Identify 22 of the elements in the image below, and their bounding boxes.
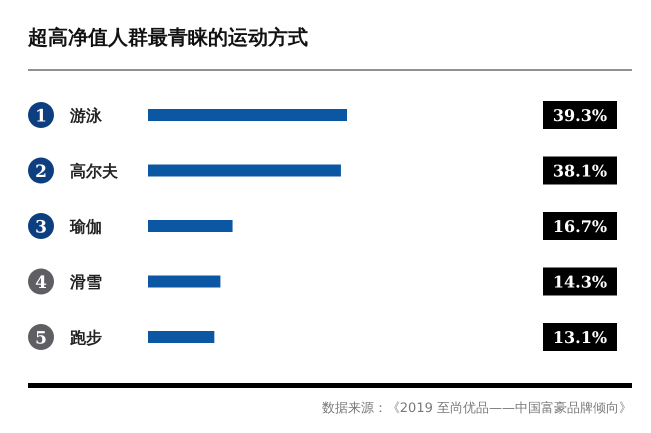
bar (148, 220, 233, 232)
source-note: 数据来源：《2019 至尚优品——中国富豪品牌倾向》 (322, 400, 632, 416)
chart-title: 超高净值人群最青睐的运动方式 (27, 25, 308, 49)
text: 3 (35, 218, 47, 238)
text: 4 (35, 273, 48, 293)
data-label: 16.7% (552, 217, 608, 236)
y-tick-label: 跑步 (69, 328, 102, 347)
y-tick-label: 滑雪 (69, 272, 102, 292)
y-tick-label: 瑜伽 (69, 217, 102, 236)
data-label: 13.1% (552, 328, 608, 347)
data-label: 38.1% (552, 162, 608, 180)
y-tick-label: 游泳 (69, 106, 103, 125)
data-label: 39.3% (552, 106, 608, 125)
bar (148, 109, 347, 121)
bar (148, 164, 341, 176)
y-tick-label: 高尔夫 (70, 162, 119, 180)
text: 1 (35, 106, 47, 126)
bar (148, 331, 214, 343)
text: 5 (35, 328, 47, 348)
data-label: 14.3% (552, 272, 608, 292)
text: 2 (35, 162, 47, 182)
bar (148, 276, 220, 288)
